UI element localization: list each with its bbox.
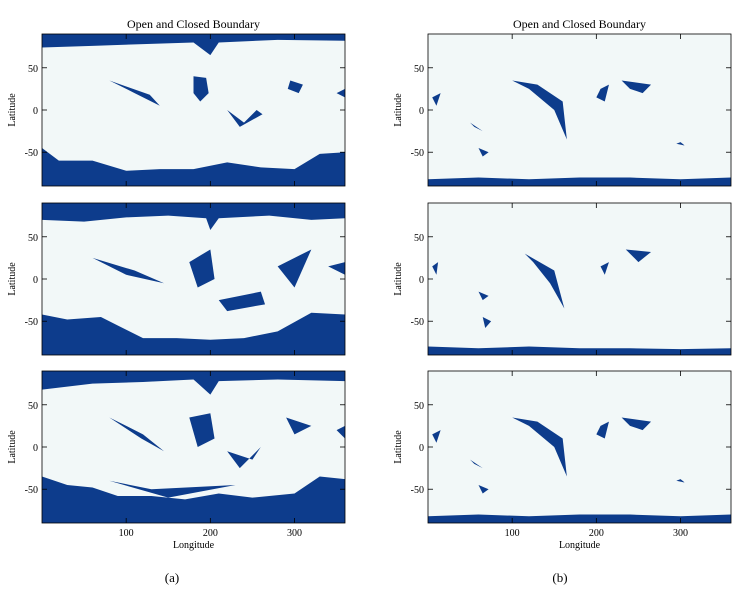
y-tick-label: 50 [414, 401, 424, 412]
chart-title: Open and Closed Boundary [127, 17, 260, 31]
y-tick-label: -50 [411, 485, 424, 496]
open-region-5 [336, 88, 345, 98]
y-axis-label: Latitude [393, 430, 404, 464]
y-tick-label: -50 [411, 148, 424, 159]
panel-a3: 50 0 -50 100 200 300 Latitude Longitude [7, 370, 346, 551]
open-region-south-cap [428, 514, 731, 523]
panel-b1: 50 0 -50 Open and Closed Boundary Latitude [393, 17, 732, 187]
open-region-6 [336, 425, 345, 439]
open-region-2 [596, 421, 609, 439]
open-region-4 [286, 417, 312, 435]
y-tick-label: -50 [411, 317, 424, 328]
open-region-1 [512, 80, 567, 140]
y-tick-label: 0 [419, 443, 424, 454]
open-region-1 [512, 417, 567, 477]
y-tick-label: -50 [25, 148, 38, 159]
open-region-south-cap [42, 148, 345, 186]
y-tick-label: 50 [28, 64, 38, 75]
x-tick-label: 100 [119, 528, 134, 539]
chart-title: Open and Closed Boundary [513, 17, 646, 31]
open-region-5 [478, 148, 489, 157]
open-region-north-cap [42, 203, 345, 231]
panel-a2: 50 0 -50 Latitude [7, 202, 346, 356]
closed-field-area [428, 34, 731, 186]
open-region-4 [478, 291, 489, 301]
y-axis-label: Latitude [7, 430, 18, 464]
y-axis-label: Latitude [7, 93, 18, 127]
y-tick-label: 50 [28, 401, 38, 412]
open-region-7 [676, 142, 685, 146]
y-tick-label: 50 [414, 233, 424, 244]
x-tick-label: 300 [673, 528, 688, 539]
open-region-2 [596, 84, 609, 102]
y-axis-label: Latitude [393, 262, 404, 296]
open-region-1 [109, 80, 160, 106]
y-tick-label: 0 [33, 275, 38, 286]
y-tick-label: -50 [25, 485, 38, 496]
open-region-south-cap [428, 177, 731, 186]
open-region-3 [218, 291, 266, 312]
subcaption-b: (b) [552, 570, 567, 585]
open-region-south-cap [42, 312, 345, 355]
x-tick-label: 200 [589, 528, 604, 539]
open-region-4 [277, 249, 312, 288]
open-region-5 [328, 262, 345, 275]
open-region-5 [478, 485, 489, 494]
open-region-4 [470, 459, 483, 469]
open-region-3 [227, 110, 263, 127]
x-tick-label: 300 [287, 528, 302, 539]
open-region-6 [432, 93, 441, 106]
open-region-2 [189, 249, 215, 288]
open-region-south-cap [42, 476, 345, 523]
open-region-6 [432, 262, 439, 275]
open-region-4 [287, 80, 303, 94]
y-tick-label: 50 [28, 233, 38, 244]
panel-b3: 50 0 -50 100 200 300 Latitude Longitude [393, 370, 732, 551]
x-tick-label: 100 [505, 528, 520, 539]
open-region-south-cap [428, 346, 731, 355]
subcaption-a: (a) [165, 570, 179, 585]
x-axis-label: Longitude [173, 540, 215, 551]
closed-field-area [428, 371, 731, 523]
open-region-north-cap [42, 34, 345, 56]
y-tick-label: 0 [33, 443, 38, 454]
x-tick-label: 200 [203, 528, 218, 539]
y-tick-label: 0 [419, 275, 424, 286]
open-region-1 [92, 257, 165, 284]
open-region-north-cap [42, 371, 345, 395]
open-region-1 [524, 253, 565, 309]
open-region-2 [600, 262, 609, 275]
open-region-3 [621, 80, 652, 94]
open-region-4 [470, 122, 483, 132]
open-region-1 [109, 417, 165, 452]
y-axis-label: Latitude [7, 262, 18, 296]
y-tick-label: 0 [33, 106, 38, 117]
open-region-2 [189, 413, 215, 447]
y-axis-label: Latitude [393, 93, 404, 127]
open-region-5 [109, 480, 236, 498]
y-tick-label: -50 [25, 317, 38, 328]
open-region-6 [432, 430, 441, 443]
open-region-3 [621, 417, 652, 431]
open-region-7 [676, 479, 685, 483]
y-tick-label: 0 [419, 106, 424, 117]
y-tick-label: 50 [414, 64, 424, 75]
open-region-3 [625, 249, 652, 263]
x-axis-label: Longitude [559, 540, 601, 551]
open-region-3 [227, 447, 261, 469]
closed-field-area [428, 203, 731, 355]
open-region-5 [482, 317, 492, 328]
panel-b2: 50 0 -50 Latitude [393, 202, 732, 356]
open-region-2 [193, 76, 209, 102]
panel-a1: 50 0 -50 Open and Closed Boundary Latitude [7, 17, 346, 187]
